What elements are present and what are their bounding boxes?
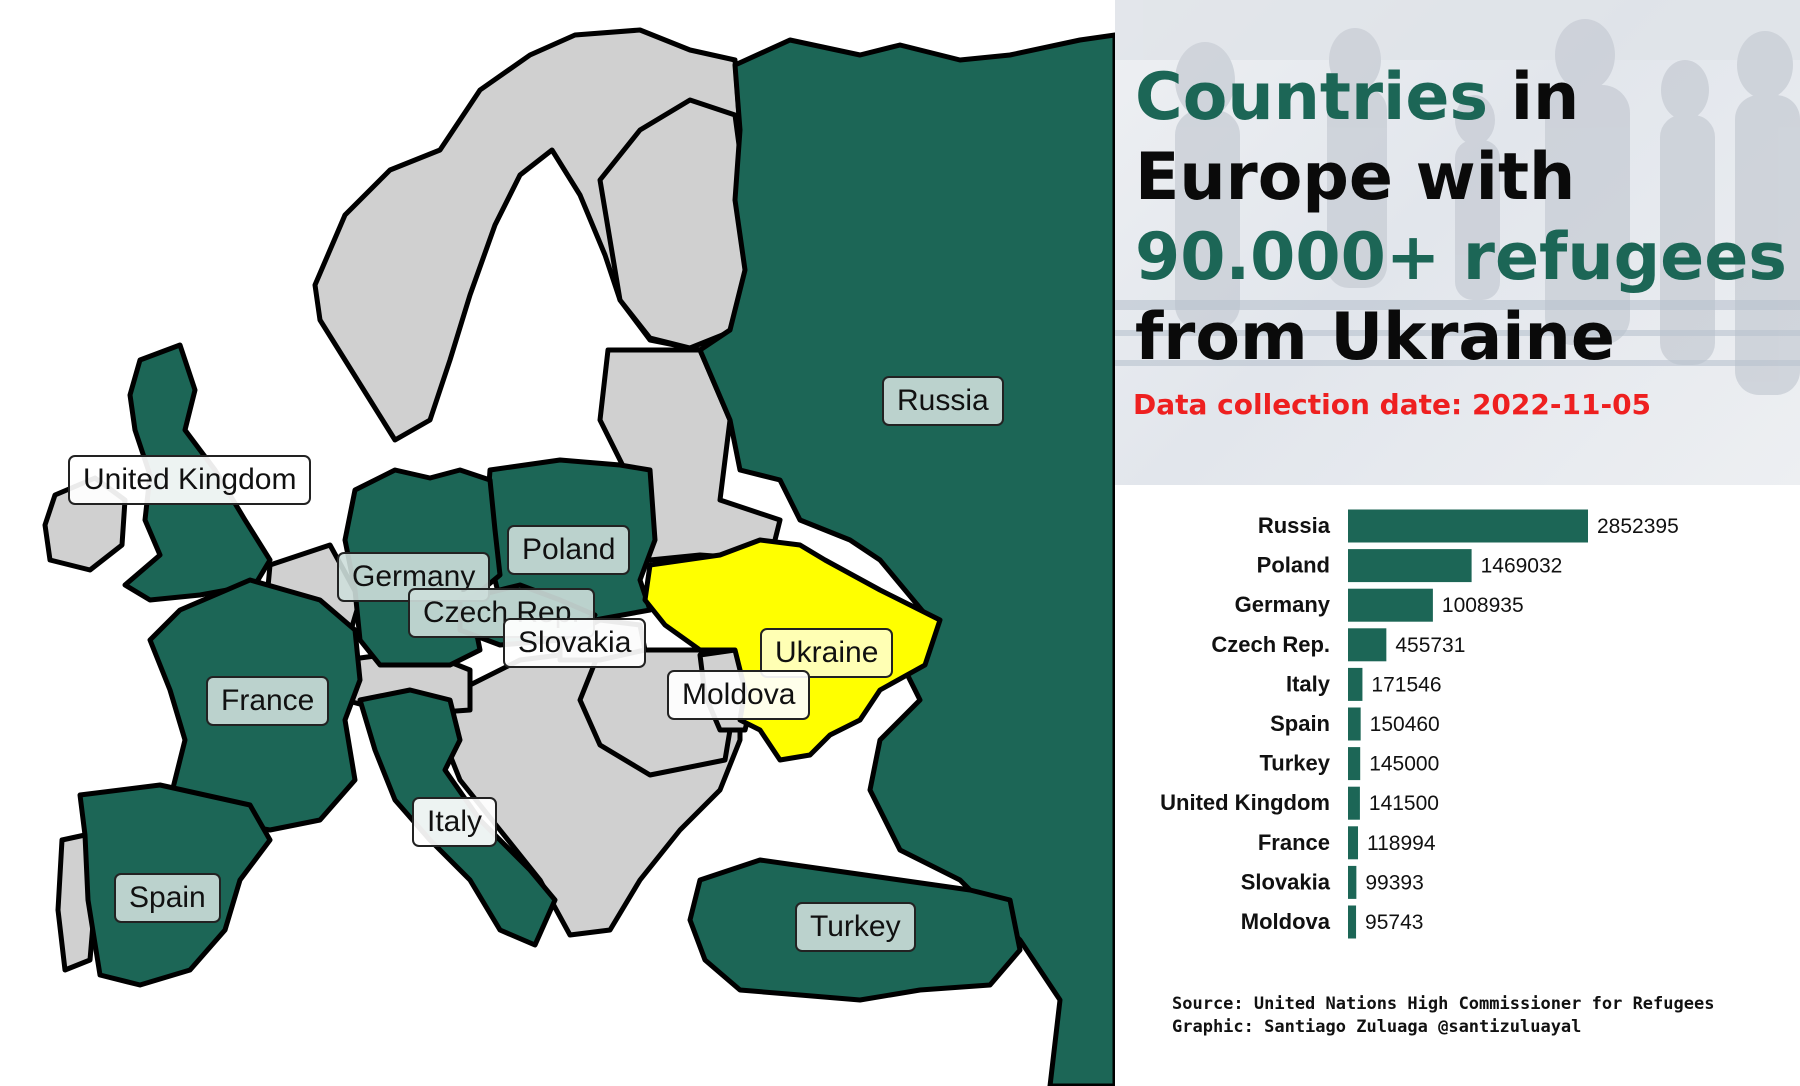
map-label-moldova: Moldova	[667, 670, 811, 720]
map-label-turkey: Turkey	[795, 902, 916, 952]
europe-map: Russia United Kingdom Poland Germany Cze…	[42, 27, 1115, 1086]
bar-value-label: 1469032	[1481, 555, 1563, 578]
bar	[1348, 509, 1588, 543]
bar-value-label: 95743	[1365, 911, 1423, 934]
bar	[1348, 707, 1361, 741]
bar-category-label: Czech Rep.	[1211, 632, 1330, 657]
map-label-poland: Poland	[507, 525, 631, 575]
chart-title: Countries in Europe with 90.000+ refugee…	[1135, 58, 1795, 378]
bar-value-label: 2852395	[1597, 515, 1679, 538]
map-russia	[697, 32, 1115, 1086]
bar-category-label: Germany	[1235, 592, 1331, 617]
bar-category-label: Poland	[1257, 553, 1330, 578]
title-part-countries: Countries	[1135, 60, 1489, 135]
title-part-refugees: 90.000+ refugees	[1135, 220, 1787, 295]
bar-value-label: 145000	[1369, 753, 1439, 776]
bar-value-label: 171546	[1371, 673, 1441, 696]
map-label-slovakia: Slovakia	[503, 618, 647, 668]
bar-category-label: Russia	[1258, 513, 1331, 538]
map-label-spain: Spain	[114, 873, 221, 923]
bar	[1348, 826, 1359, 860]
photo-silhouettes	[1115, 0, 1800, 395]
bar	[1348, 549, 1472, 583]
title-part-from-ukraine: from Ukraine	[1135, 300, 1615, 375]
map-label-france: France	[206, 676, 330, 726]
bar-value-label: 455731	[1395, 634, 1465, 657]
bar-category-label: Turkey	[1259, 751, 1330, 776]
source-credit: Source: United Nations High Commissioner…	[1172, 994, 1715, 1014]
bar-category-label: Moldova	[1241, 909, 1331, 934]
bar-value-label: 1008935	[1442, 594, 1524, 617]
map-label-italy: Italy	[412, 797, 498, 847]
bar-value-label: 141500	[1369, 792, 1439, 815]
map-label-ukraine: Ukraine	[760, 628, 894, 678]
data-collection-date: Data collection date: 2022-11-05	[1133, 388, 1652, 421]
map-label-united-kingdom: United Kingdom	[68, 455, 312, 505]
bar-chart-svg: Russia 2852395 Poland 1469032 Germany 1008935…	[1160, 509, 1679, 939]
bar-category-label: France	[1258, 830, 1330, 855]
bar	[1348, 865, 1357, 899]
bar-value-label: 150460	[1370, 713, 1440, 736]
background-photo	[1115, 0, 1800, 485]
bar-chart: Russia 2852395 Poland 1469032 Germany 1008935…	[1115, 500, 1800, 980]
credits: Source: United Nations High Commissioner…	[1172, 993, 1714, 1039]
graphic-credit: Graphic: Santiago Zuluaga @santizuluayal	[1172, 1017, 1582, 1037]
bar-value-label: 118994	[1367, 832, 1436, 855]
title-part-in-europe: in Europe with	[1135, 60, 1580, 215]
bar-category-label: Slovakia	[1241, 869, 1331, 894]
bar	[1348, 747, 1361, 781]
bar	[1348, 667, 1363, 701]
bar	[1348, 786, 1360, 820]
bar-category-label: United Kingdom	[1160, 790, 1330, 815]
bar	[1348, 628, 1387, 662]
bar	[1348, 905, 1357, 939]
bar-value-label: 99393	[1365, 871, 1423, 894]
map-label-russia: Russia	[882, 376, 1004, 426]
bar-category-label: Spain	[1270, 711, 1330, 736]
bar-category-label: Italy	[1286, 671, 1331, 696]
bar	[1348, 588, 1433, 622]
